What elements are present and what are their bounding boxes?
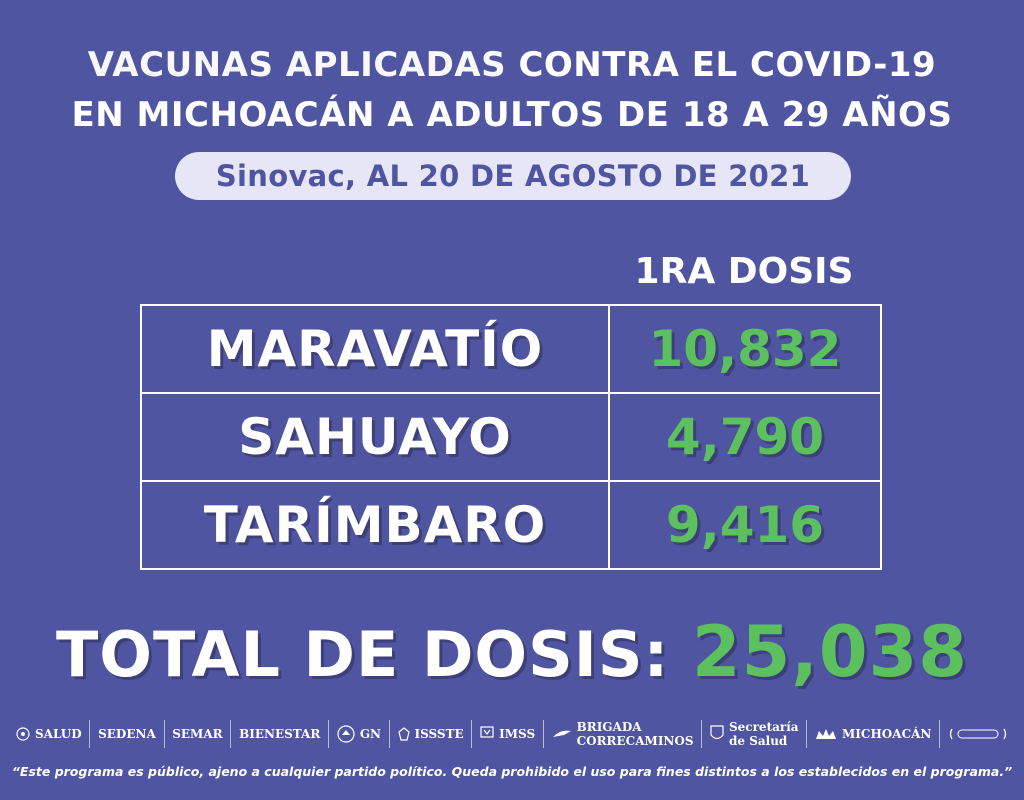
subtitle-badge: Sinovac, AL 20 DE AGOSTO DE 2021: [175, 152, 851, 200]
gn-label: GN: [359, 727, 382, 741]
dosis-cell: 9,416: [608, 480, 882, 570]
doses-table: MARAVATÍO 10,832 SAHUAYO 4,790 TARÍMBARO…: [140, 304, 882, 570]
title-line-2: EN MICHOACÁN A ADULTOS DE 18 A 29 AÑOS: [71, 95, 953, 135]
guardia-nacional-emblem-icon: [337, 725, 355, 743]
imss-emblem-icon: [480, 726, 494, 738]
secretaria-label: Secretaría de Salud: [729, 720, 799, 748]
secretaria-label-line-2: de Salud: [729, 734, 788, 748]
bienestar-logo: BIENESTAR: [239, 727, 320, 741]
logo-divider: [701, 720, 703, 748]
salud-logo: SALUD: [16, 727, 82, 741]
logo-divider: [471, 720, 473, 748]
logo-divider: [542, 720, 544, 748]
municipio-cell: MARAVATÍO: [140, 304, 610, 394]
page-title: VACUNAS APLICADAS CONTRA EL COVID-19 EN …: [0, 40, 1024, 140]
bienestar-label: BIENESTAR: [239, 727, 321, 741]
eagle-emblem-icon: [16, 727, 30, 741]
legal-disclaimer: “Este programa es público, ajeno a cualq…: [11, 764, 1013, 779]
logo-divider: [89, 720, 91, 748]
brigada-label-line-2: CORRECAMINOS: [576, 734, 694, 748]
title-line-1: VACUNAS APLICADAS CONTRA EL COVID-19: [0, 40, 1024, 90]
roadrunner-icon: [552, 730, 571, 737]
title-line-1-part-a: VACUNAS APLICADAS: [87, 45, 519, 85]
logo-divider: [806, 720, 808, 748]
brigada-correcaminos-logo: BRIGADA CORRECAMINOS: [552, 720, 694, 748]
table-row: MARAVATÍO 10,832: [140, 304, 882, 394]
brigada-label: BRIGADA CORRECAMINOS: [577, 720, 694, 748]
michoacan-shield-icon: [710, 725, 724, 740]
issste-label: ISSSTE: [414, 727, 464, 741]
logo-divider: [230, 720, 232, 748]
imss-label: IMSS: [499, 727, 536, 741]
dosis-cell: 4,790: [608, 392, 882, 482]
logo-divider: [939, 720, 941, 748]
column-header-primera-dosis: 1RA DOSIS: [634, 251, 854, 292]
michoacan-te-escucha-logo: [948, 727, 1008, 741]
brigada-label-line-1: BRIGADA: [576, 720, 642, 734]
secretaria-label-line-1: Secretaría: [729, 720, 799, 734]
title-line-1-part-b: CONTRA EL COVID-19: [518, 45, 937, 85]
sedena-label: SEDENA: [98, 727, 156, 741]
logo-strip: SALUD SEDENA SEMAR BIENESTAR GN ISSSTE I…: [16, 716, 1008, 752]
secretaria-salud-logo: Secretaría de Salud: [710, 720, 799, 748]
municipio-cell: SAHUAYO: [140, 392, 610, 482]
imss-logo: IMSS: [480, 726, 535, 742]
semar-logo: SEMAR: [172, 727, 222, 741]
table-row: SAHUAYO 4,790: [140, 392, 882, 482]
dosis-cell: 10,832: [608, 304, 882, 394]
gn-logo: GN: [337, 725, 381, 743]
semar-label: SEMAR: [172, 727, 223, 741]
municipio-cell: TARÍMBARO: [140, 480, 610, 570]
gobierno-michoacan-logo: MICHOACÁN: [815, 727, 931, 741]
total-value: 25,038: [691, 611, 968, 693]
radio-waves-icon: [949, 728, 1007, 740]
logo-divider: [163, 720, 165, 748]
logo-divider: [388, 720, 390, 748]
sedena-logo: SEDENA: [98, 727, 156, 741]
total-label: TOTAL DE DOSIS:: [55, 618, 670, 691]
michoacan-label: MICHOACÁN: [842, 727, 932, 741]
michoacan-crown-icon: [816, 729, 837, 739]
issste-emblem-icon: [397, 727, 410, 741]
salud-label: SALUD: [35, 727, 82, 741]
issste-logo: ISSSTE: [397, 727, 464, 741]
logo-divider: [328, 720, 330, 748]
total-doses: TOTAL DE DOSIS: 25,038: [0, 612, 1024, 695]
table-row: TARÍMBARO 9,416: [140, 480, 882, 570]
